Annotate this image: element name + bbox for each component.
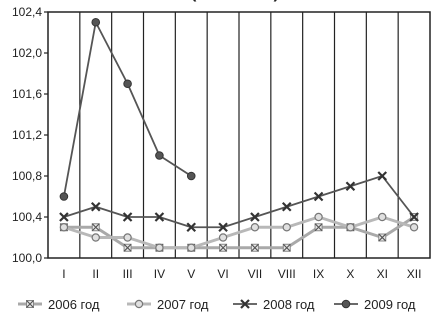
legend-swatch-marker — [341, 299, 351, 309]
data-point — [218, 233, 228, 242]
marker-cross — [250, 243, 259, 252]
x-tick-label: IX — [313, 267, 324, 281]
x-tick-label: X — [346, 267, 354, 281]
legend-swatch-marker — [240, 299, 250, 309]
x-tick-label: XI — [377, 267, 388, 281]
y-tick-label: 101,6 — [12, 87, 42, 101]
marker-cross — [378, 233, 387, 242]
data-point — [218, 222, 228, 233]
marker-cross — [26, 300, 34, 308]
series-2009-год — [59, 17, 196, 201]
x-tick-label: VI — [217, 267, 228, 281]
data-point — [155, 151, 164, 160]
data-point — [314, 223, 323, 232]
chart-title: (… … … …) — [191, 0, 279, 2]
grid — [79, 12, 399, 258]
data-point — [59, 212, 69, 222]
data-point — [91, 223, 100, 232]
data-point — [91, 233, 100, 242]
legend-swatch-marker — [26, 300, 34, 308]
data-point — [314, 212, 323, 222]
x-tick-label: IV — [154, 267, 165, 281]
data-point — [90, 201, 101, 212]
x-tick-label: XII — [407, 267, 422, 281]
legend-item: 2006 год — [18, 297, 100, 312]
data-point — [313, 191, 324, 202]
series-2007-год — [59, 212, 419, 252]
y-tick-label: 100,0 — [12, 251, 42, 265]
legend-swatch-marker — [134, 299, 144, 309]
marker-cross — [91, 223, 100, 232]
marker-cross — [282, 243, 291, 252]
data-point — [378, 233, 387, 242]
y-tick-label: 101,2 — [12, 128, 42, 142]
legend-item: 2009 год — [334, 297, 416, 312]
y-tick-label: 100,4 — [12, 210, 42, 224]
legend-label: 2007 год — [157, 297, 209, 312]
x-tick-label: I — [62, 267, 65, 281]
data-point — [187, 243, 196, 252]
series-line — [63, 21, 192, 197]
data-point — [123, 79, 132, 89]
series-2008-год — [59, 171, 419, 233]
legend-item: 2007 год — [127, 297, 209, 312]
series-line — [63, 215, 415, 250]
series-layer — [59, 17, 419, 252]
legend-label: 2008 год — [263, 297, 315, 312]
x-tick-label: VII — [248, 267, 263, 281]
legend: 2006 год 2007 год 2008 год 2009 год — [18, 297, 416, 312]
data-point — [250, 243, 259, 252]
data-point — [377, 171, 388, 181]
data-point — [409, 212, 419, 222]
data-point — [154, 212, 165, 222]
data-point — [409, 223, 419, 232]
legend-label: 2006 год — [48, 297, 100, 312]
data-point — [186, 171, 196, 181]
data-point — [281, 201, 292, 212]
data-point — [346, 223, 355, 232]
x-tick-label: VIII — [278, 267, 296, 281]
x-tick-label: V — [187, 267, 195, 281]
y-tick-label: 102,4 — [12, 5, 42, 19]
data-point — [91, 17, 101, 27]
data-point — [378, 212, 387, 222]
data-point — [59, 192, 69, 201]
data-point — [123, 243, 132, 252]
y-tick-label: 102,0 — [12, 46, 42, 60]
data-point — [282, 223, 291, 232]
data-point — [345, 181, 356, 192]
series-line — [63, 175, 415, 229]
y-tick-label: 100,8 — [12, 169, 42, 183]
data-point — [219, 243, 228, 252]
data-point — [155, 243, 164, 252]
x-tick-label: III — [123, 267, 133, 281]
data-point — [59, 223, 69, 232]
data-point — [282, 243, 291, 252]
x-axis-ticks: I II III IV V VI VII VIII IX X XI XII — [62, 267, 421, 281]
marker-cross — [123, 243, 132, 252]
x-tick-label: II — [92, 267, 99, 281]
data-point — [250, 223, 260, 232]
data-point — [250, 212, 260, 222]
data-point — [123, 233, 132, 242]
marker-cross — [314, 223, 323, 232]
legend-item: 2008 год — [233, 297, 315, 312]
data-point — [122, 212, 133, 222]
series-line — [63, 215, 415, 250]
chart-title-clipped: (… … … …) — [191, 0, 279, 2]
y-axis-ticks: 100,0 100,4 100,8 101,2 101,6 102,0 102,4 — [12, 5, 48, 265]
marker-cross — [219, 243, 228, 252]
legend-label: 2009 год — [364, 297, 416, 312]
data-point — [186, 222, 197, 233]
